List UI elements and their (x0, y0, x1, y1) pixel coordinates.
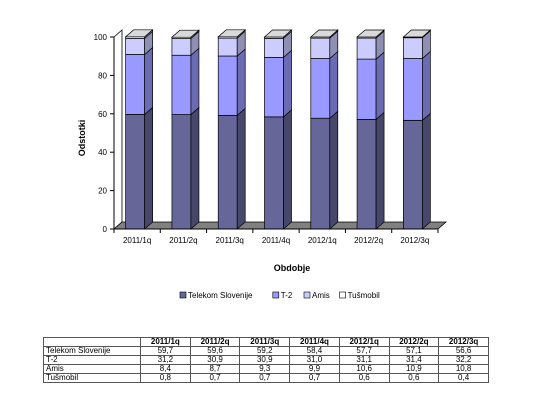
bar-top (124, 29, 154, 38)
bar-segment-side (236, 48, 246, 117)
bar-stack (309, 29, 339, 230)
bar-segment-side (329, 50, 339, 119)
x-tick-label: 2011/1q (123, 236, 151, 245)
row-label: Telekom Slovenije (43, 346, 141, 356)
bar-segment (310, 58, 331, 119)
bar-segment (125, 37, 145, 55)
bar-segment (125, 54, 145, 115)
legend: Telekom Slovenije T-2 Amis Tušmobil (179, 291, 380, 300)
bar-segment (310, 37, 331, 59)
legend-swatch (339, 291, 346, 299)
bar-stack (170, 29, 200, 230)
bar-segment-side (283, 49, 292, 118)
bar-segment-side (375, 51, 385, 121)
y-tick-label: 80 (98, 71, 107, 80)
bar-segment (403, 58, 423, 121)
y-tick-label: 20 (98, 187, 107, 196)
bar-stack (356, 29, 386, 230)
bar-segment-side (375, 111, 385, 230)
y-tick-label: 0 (103, 225, 108, 234)
bar-segment-side (144, 106, 153, 230)
bar-segment (171, 38, 192, 56)
bar-segment-side (422, 50, 431, 122)
y-tick-label: 40 (98, 148, 107, 157)
bar-top (170, 29, 200, 38)
bar-segment (356, 58, 377, 120)
legend-label: Amis (312, 291, 330, 300)
bar-segment-side (144, 46, 153, 116)
bar-segment (403, 119, 423, 230)
data-table: 2011/1q 2011/2q 2011/3q 2011/4q 2012/1q … (43, 337, 489, 383)
bar-segment-side (190, 106, 200, 230)
row-label: Tušmobil (43, 373, 141, 383)
bar-top (356, 29, 386, 38)
bar-segment (217, 37, 238, 57)
bar-stack (217, 29, 247, 230)
bar-segment (171, 54, 192, 115)
legend-label: T-2 (281, 291, 293, 300)
y-tick-label: 100 (94, 33, 108, 42)
bar-segment (264, 57, 284, 118)
bar-segment (356, 119, 377, 230)
bar-segment-side (236, 107, 246, 230)
bar-top (309, 29, 339, 38)
stacked-bar-chart: 0 20 40 60 80 100 2011/1q 2011/2q 2011/3q 2011/4… (77, 29, 448, 300)
x-axis-title: Obdobje (274, 263, 311, 273)
x-tick-label: 2012/2q (354, 236, 383, 245)
y-axis: 0 20 40 60 80 100 (94, 33, 115, 234)
bar-segment (264, 116, 284, 230)
bar-segment-side (422, 112, 431, 230)
bar-segment (217, 55, 238, 116)
table-cell: 0,6 (338, 373, 390, 383)
legend-label: Telekom Slovenije (188, 291, 253, 300)
table-cell: 0,7 (289, 373, 340, 383)
y-axis-title: Odstotki (77, 120, 87, 157)
bar-stack (263, 29, 293, 230)
bar-top (217, 29, 247, 38)
table-row: Tušmobil 0,8 0,7 0,7 0,7 0,6 0,6 0,4 (43, 373, 489, 383)
bar-stacks (124, 29, 432, 230)
bar-top (263, 29, 293, 38)
legend-swatch (179, 291, 187, 299)
legend-swatch (272, 291, 280, 299)
bar-segment (217, 114, 238, 230)
side-wall (113, 29, 123, 230)
x-axis: 2011/1q 2011/2q 2011/3q 2011/4q 2012/1q 2012/… (113, 228, 439, 245)
bar-segment (356, 37, 377, 60)
bar-segment (171, 114, 192, 230)
bar-top (402, 29, 432, 38)
table-cell: 0,6 (388, 373, 440, 383)
legend-label: Tušmobil (348, 291, 380, 300)
x-tick-label: 2011/2q (169, 236, 197, 245)
bar-stack (402, 29, 432, 230)
table-cell: 0,7 (239, 373, 291, 383)
bar-segment-side (190, 47, 200, 116)
x-tick-label: 2011/3q (216, 236, 244, 245)
y-tick-label: 60 (98, 110, 107, 119)
bar-segment-side (329, 110, 339, 230)
x-tick-label: 2012/1q (308, 236, 337, 245)
x-tick-label: 2012/3q (400, 236, 429, 245)
bar-segment (125, 114, 145, 230)
table-row: T-2 31,2 30,9 30,9 31,0 31,1 31,4 32,2 (43, 355, 489, 365)
bar-segment (310, 117, 331, 230)
x-tick-label: 2011/4q (262, 236, 290, 245)
bar-segment (403, 37, 423, 59)
table-cell: 0,7 (189, 373, 241, 383)
bar-stack (124, 29, 154, 230)
bar-segment (264, 37, 284, 58)
table-cell: 0,8 (140, 373, 191, 383)
bar-segment-side (283, 109, 292, 230)
legend-swatch (303, 291, 311, 299)
table-cell: 0,4 (438, 373, 489, 383)
